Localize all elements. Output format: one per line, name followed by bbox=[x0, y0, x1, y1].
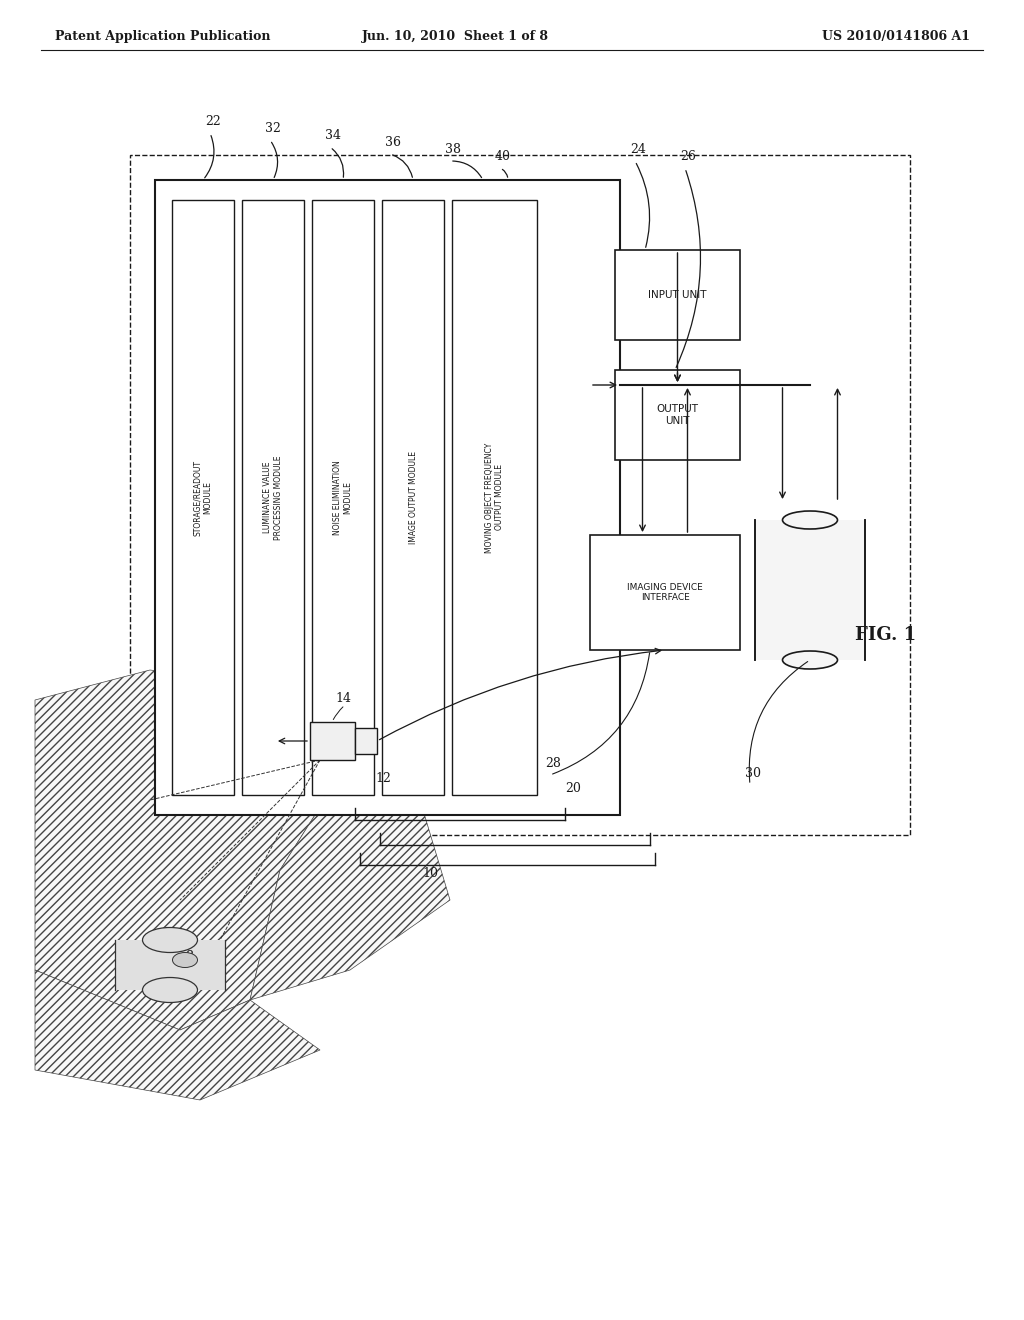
Text: 12: 12 bbox=[375, 772, 391, 785]
FancyBboxPatch shape bbox=[355, 729, 377, 754]
Text: 20: 20 bbox=[565, 781, 581, 795]
FancyBboxPatch shape bbox=[615, 370, 740, 459]
Text: 22: 22 bbox=[205, 115, 221, 128]
FancyBboxPatch shape bbox=[172, 201, 234, 795]
Polygon shape bbox=[35, 671, 350, 1030]
FancyBboxPatch shape bbox=[242, 201, 304, 795]
FancyBboxPatch shape bbox=[310, 722, 355, 760]
Text: STORAGE/READOUT
MODULE: STORAGE/READOUT MODULE bbox=[194, 459, 213, 536]
FancyBboxPatch shape bbox=[755, 520, 865, 660]
Text: LUMINANCE VALUE
PROCESSING MODULE: LUMINANCE VALUE PROCESSING MODULE bbox=[263, 455, 283, 540]
FancyBboxPatch shape bbox=[155, 180, 620, 814]
Text: Patent Application Publication: Patent Application Publication bbox=[55, 30, 270, 44]
Text: 34: 34 bbox=[325, 129, 341, 143]
FancyBboxPatch shape bbox=[312, 201, 374, 795]
Text: 8: 8 bbox=[185, 950, 193, 964]
Text: 38: 38 bbox=[445, 143, 461, 156]
Text: 30: 30 bbox=[745, 767, 761, 780]
Ellipse shape bbox=[782, 511, 838, 529]
Text: IMAGING DEVICE
INTERFACE: IMAGING DEVICE INTERFACE bbox=[627, 583, 702, 602]
FancyBboxPatch shape bbox=[382, 201, 444, 795]
Text: 32: 32 bbox=[265, 121, 281, 135]
Text: 28: 28 bbox=[545, 756, 561, 770]
FancyBboxPatch shape bbox=[615, 249, 740, 341]
Text: US 2010/0141806 A1: US 2010/0141806 A1 bbox=[822, 30, 970, 44]
Ellipse shape bbox=[172, 953, 198, 968]
FancyBboxPatch shape bbox=[590, 535, 740, 649]
Text: NOISE ELIMINATION
MODULE: NOISE ELIMINATION MODULE bbox=[333, 461, 352, 535]
Text: Jun. 10, 2010  Sheet 1 of 8: Jun. 10, 2010 Sheet 1 of 8 bbox=[361, 30, 549, 44]
Text: 10: 10 bbox=[422, 867, 438, 880]
Text: 24: 24 bbox=[630, 143, 646, 156]
Text: FIG. 1: FIG. 1 bbox=[855, 626, 916, 644]
Ellipse shape bbox=[142, 928, 198, 953]
Text: OUTPUT
UNIT: OUTPUT UNIT bbox=[656, 404, 698, 426]
Text: INPUT UNIT: INPUT UNIT bbox=[648, 290, 707, 300]
Text: IMAGE OUTPUT MODULE: IMAGE OUTPUT MODULE bbox=[409, 451, 418, 544]
Text: 26: 26 bbox=[680, 150, 696, 162]
Polygon shape bbox=[250, 760, 450, 1001]
FancyBboxPatch shape bbox=[115, 940, 225, 990]
FancyBboxPatch shape bbox=[452, 201, 537, 795]
Text: MOVING OBJECT FREQUENCY
OUTPUT MODULE: MOVING OBJECT FREQUENCY OUTPUT MODULE bbox=[484, 442, 504, 553]
Ellipse shape bbox=[782, 651, 838, 669]
Polygon shape bbox=[35, 970, 319, 1100]
Ellipse shape bbox=[142, 978, 198, 1002]
Text: 14: 14 bbox=[335, 692, 351, 705]
Text: 40: 40 bbox=[495, 150, 511, 162]
Text: 36: 36 bbox=[385, 136, 401, 149]
